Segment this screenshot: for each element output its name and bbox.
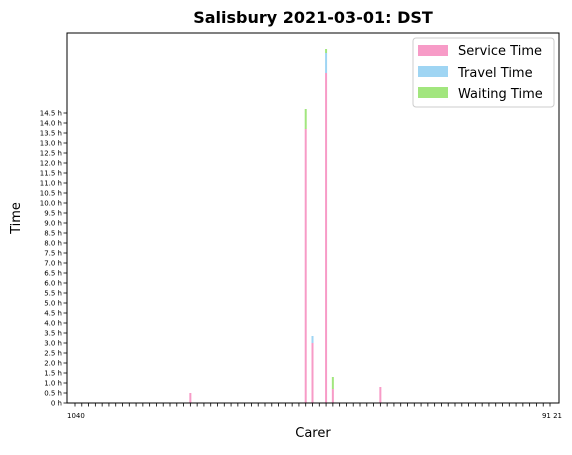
y-tick-label: 13.5 h	[40, 130, 62, 138]
y-tick-label: 6.0 h	[44, 280, 62, 288]
bars-layer	[189, 49, 382, 403]
y-tick-label: 9.0 h	[44, 220, 62, 228]
x-axis-ticks: 1040 91 21	[67, 403, 562, 420]
y-tick-label: 11.5 h	[40, 170, 62, 178]
y-tick-label: 8.0 h	[44, 240, 62, 248]
y-tick-label: 4.5 h	[44, 310, 62, 318]
y-tick-label: 8.5 h	[44, 230, 62, 238]
y-tick-label: 7.5 h	[44, 250, 62, 258]
legend-label-waiting: Waiting Time	[458, 87, 543, 102]
y-tick-label: 12.5 h	[40, 150, 62, 158]
bar-service-time-38	[331, 389, 334, 403]
legend-label-service: Service Time	[458, 44, 542, 59]
legend-swatch-waiting	[418, 87, 448, 98]
y-tick-label: 1.5 h	[44, 370, 62, 378]
y-tick-label: 14.5 h	[40, 110, 62, 118]
y-tick-label: 10.0 h	[40, 200, 62, 208]
chart-title: Salisbury 2021-03-01: DST	[193, 8, 433, 27]
bar-waiting-time-34	[304, 109, 307, 129]
bar-waiting-time-38	[331, 377, 334, 389]
y-tick-label: 12.0 h	[40, 160, 62, 168]
y-tick-label: 3.5 h	[44, 330, 62, 338]
plot-frame	[66, 32, 560, 404]
y-tick-label: 7.0 h	[44, 260, 62, 268]
y-axis-ticks: 0 h 0.5 h 1.0 h 1.5 h 2.0 h 2.5 h 3.0 h 3.5 h 4.…	[40, 110, 67, 408]
bar-waiting-time-37	[325, 49, 328, 53]
legend-swatch-service	[418, 45, 448, 56]
y-tick-label: 9.5 h	[44, 210, 62, 218]
bar-service-time-17	[189, 393, 192, 403]
legend-swatch-travel	[418, 66, 448, 77]
y-tick-label: 13.0 h	[40, 140, 62, 148]
x-tick-label-last: 91 21	[542, 412, 562, 420]
y-tick-label: 2.0 h	[44, 360, 62, 368]
y-tick-label: 6.5 h	[44, 270, 62, 278]
y-tick-label: 14.0 h	[40, 120, 62, 128]
y-tick-label: 11.0 h	[40, 180, 62, 188]
y-tick-label: 5.0 h	[44, 300, 62, 308]
bar-service-time-37	[325, 73, 328, 403]
bar-service-time-35	[311, 343, 314, 403]
legend-box	[412, 37, 555, 108]
x-tick-label-first: 1040	[67, 412, 85, 420]
y-tick-label: 3.0 h	[44, 340, 62, 348]
y-tick-label: 10.5 h	[40, 190, 62, 198]
x-axis-label: Carer	[295, 426, 331, 441]
y-axis-label: Time	[9, 202, 24, 235]
y-tick-label: 5.5 h	[44, 290, 62, 298]
y-tick-label: 0.5 h	[44, 390, 62, 398]
bar-travel-time-37	[325, 53, 328, 73]
y-tick-label: 4.0 h	[44, 320, 62, 328]
y-tick-label: 2.5 h	[44, 350, 62, 358]
bar-travel-time-35	[311, 336, 314, 343]
legend: Service Time Travel Time Waiting Time	[412, 37, 555, 108]
bar-service-time-45	[379, 387, 382, 403]
y-tick-label: 1.0 h	[44, 380, 62, 388]
legend-label-travel: Travel Time	[457, 66, 533, 81]
bar-service-time-34	[304, 129, 307, 403]
y-tick-label: 0 h	[51, 400, 62, 408]
